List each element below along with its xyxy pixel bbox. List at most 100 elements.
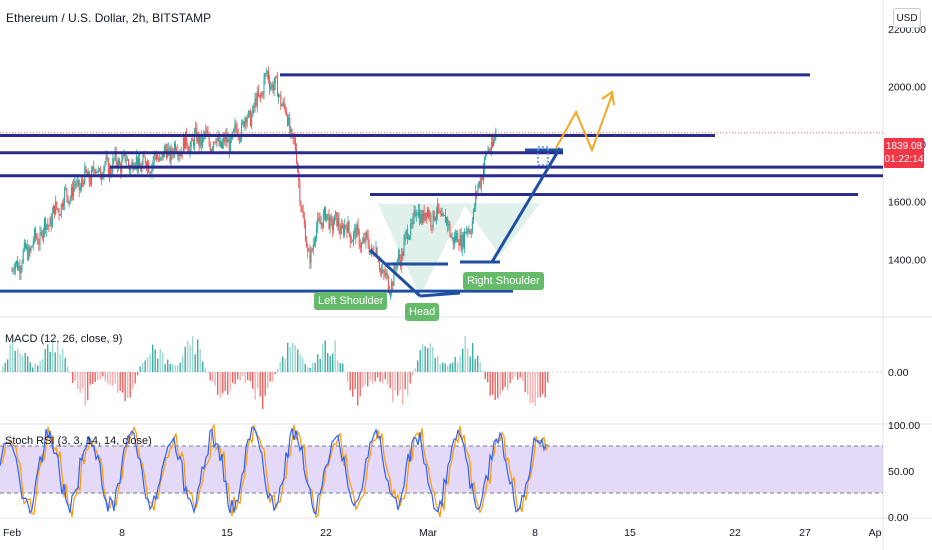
- candle-body: [97, 169, 99, 173]
- stoch-rsi-legend[interactable]: Stoch RSI (3, 3, 14, 14, close): [5, 435, 152, 447]
- candle-body: [442, 213, 444, 216]
- candle-body: [447, 217, 449, 226]
- currency-button[interactable]: USD: [893, 8, 921, 28]
- candle-body: [253, 106, 255, 108]
- candle-body: [335, 211, 337, 216]
- macd-bar: [462, 348, 464, 372]
- candle-body: [21, 262, 23, 269]
- macd-bar: [414, 368, 416, 372]
- macd-bar: [124, 372, 126, 402]
- candle-body: [299, 181, 301, 202]
- candle-body: [206, 130, 208, 134]
- candle-body: [26, 246, 28, 249]
- macd-bar: [304, 363, 306, 372]
- chart-title: Ethereum / U.S. Dollar, 2h, BITSTAMP: [6, 11, 212, 25]
- candle-body: [150, 172, 152, 174]
- candle-body: [409, 235, 411, 239]
- candle-body: [238, 135, 240, 140]
- candle-body: [365, 232, 367, 242]
- macd-bar: [512, 372, 514, 380]
- candle-body: [438, 203, 440, 211]
- macd-bar: [134, 372, 136, 384]
- candle-body: [107, 158, 109, 176]
- price-projection-path[interactable]: [555, 94, 613, 153]
- candle-body: [24, 242, 26, 249]
- candle-body: [56, 201, 58, 209]
- candle-body: [119, 160, 121, 165]
- macd-bar: [259, 372, 261, 397]
- candle-body: [42, 230, 44, 239]
- candle-body: [326, 213, 328, 221]
- candle-body: [153, 153, 155, 161]
- macd-bar: [504, 372, 506, 387]
- candle-body: [105, 157, 107, 163]
- breakout-trendline[interactable]: [490, 147, 562, 263]
- candle-body: [228, 139, 230, 152]
- candle-body: [246, 117, 248, 123]
- macd-bar: [412, 372, 414, 376]
- stoch-rsi-lines: [0, 423, 549, 518]
- macd-bar: [312, 362, 314, 372]
- candle-body: [229, 137, 231, 152]
- candle-body: [487, 149, 489, 153]
- candle-body: [412, 217, 414, 225]
- candle-body: [51, 213, 53, 227]
- candle-body: [45, 219, 47, 230]
- candle-body: [198, 134, 200, 147]
- candle-body: [260, 95, 262, 97]
- candle-body: [252, 106, 254, 116]
- candle-body: [208, 135, 210, 144]
- horizontal-levels[interactable]: [0, 73, 883, 293]
- macd-bar: [54, 352, 56, 372]
- candle-body: [411, 223, 413, 225]
- macd-bar: [467, 348, 469, 372]
- price-tick-label: 2000.00: [888, 81, 926, 93]
- macd-bar: [72, 372, 74, 383]
- candle-body: [369, 251, 371, 254]
- macd-bar: [192, 336, 194, 372]
- macd-bar: [7, 359, 9, 372]
- candle-body: [108, 167, 110, 176]
- candle-body: [242, 121, 244, 124]
- macd-bar: [2, 366, 4, 372]
- candle-body: [244, 118, 246, 127]
- candle-body: [325, 207, 327, 221]
- head-left-trendline[interactable]: [368, 248, 422, 298]
- candle-body: [22, 250, 24, 263]
- trend-drawings[interactable]: [368, 90, 615, 298]
- candle-body: [101, 177, 103, 179]
- macd-bar: [227, 372, 229, 395]
- macd-legend[interactable]: MACD (12, 26, close, 9): [5, 333, 123, 345]
- macd-bar: [472, 343, 474, 372]
- candle-body: [441, 213, 443, 217]
- candle-body: [279, 94, 281, 96]
- candle-body: [189, 146, 191, 153]
- macd-bar: [332, 353, 334, 372]
- macd-bar: [392, 372, 394, 403]
- head-base-line[interactable]: [419, 291, 461, 298]
- candle-body: [79, 187, 81, 191]
- projection-arrow-head: [601, 90, 615, 106]
- candle-body: [222, 142, 224, 148]
- macd-bar: [317, 354, 319, 372]
- candle-body: [31, 245, 33, 248]
- candle-body: [467, 229, 469, 232]
- macd-bar: [79, 372, 81, 394]
- candle-body: [38, 243, 40, 245]
- candle-body: [460, 234, 462, 250]
- macd-bar: [359, 372, 361, 397]
- macd-bar: [329, 355, 331, 372]
- breakout-box[interactable]: [537, 146, 549, 166]
- time-tick-label: 22: [729, 527, 741, 539]
- macd-bar: [452, 362, 454, 372]
- candle-body: [159, 157, 161, 161]
- candle-body: [446, 217, 448, 223]
- macd-bar: [547, 372, 549, 383]
- macd-bar: [209, 372, 211, 381]
- macd-bar: [229, 372, 231, 392]
- macd-bar: [454, 356, 456, 372]
- candle-body: [363, 238, 365, 243]
- candle-body: [322, 213, 324, 228]
- macd-bar: [202, 361, 204, 372]
